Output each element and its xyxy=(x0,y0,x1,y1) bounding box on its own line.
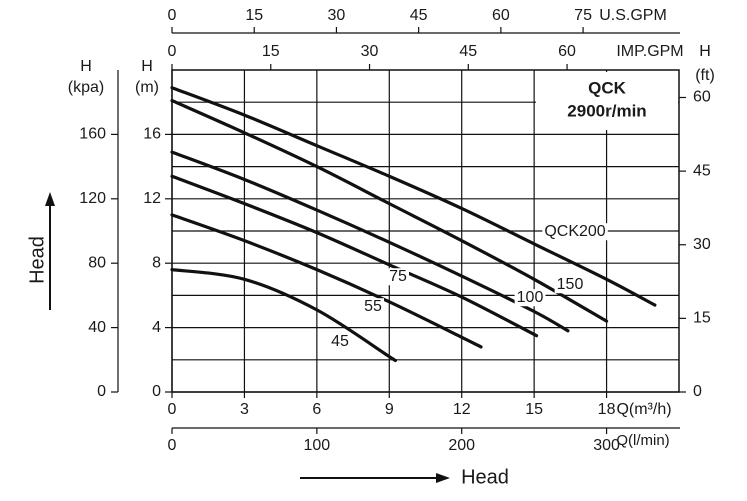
bottom-tick-label: 0 xyxy=(168,437,177,454)
top-tick-label: 75 xyxy=(574,7,592,24)
left-tick-label: 160 xyxy=(79,126,106,143)
left-arrow-head xyxy=(45,192,55,206)
y-label-symbol: H xyxy=(141,58,153,75)
axis-label-symbol: H xyxy=(80,58,92,75)
curve xyxy=(170,213,483,349)
y-tick-label: 8 xyxy=(152,254,161,271)
y-tick-label: 0 xyxy=(152,383,161,400)
y2-label-symbol: H xyxy=(699,43,711,60)
x-tick-label: 9 xyxy=(385,401,394,418)
x-tick-label: 3 xyxy=(240,401,249,418)
series-label: 75 xyxy=(389,268,407,285)
left-tick-label: 120 xyxy=(79,190,106,207)
series-label-bg xyxy=(387,268,409,286)
y-tick-label: 16 xyxy=(143,126,161,143)
x-tick-label: 6 xyxy=(312,401,321,418)
curve xyxy=(170,98,609,323)
left-arrow-label: Head xyxy=(26,236,48,284)
curve xyxy=(170,174,539,338)
y-tick-label: 12 xyxy=(143,190,161,207)
x-tick-label: 12 xyxy=(453,401,471,418)
top-tick-label: 15 xyxy=(262,43,280,60)
axis-label: IMP.GPM xyxy=(616,43,683,60)
bottom-tick-label: 200 xyxy=(448,437,475,454)
top-tick-label: 45 xyxy=(410,7,428,24)
axis-label-unit: (kpa) xyxy=(68,79,104,96)
left-tick-label: 0 xyxy=(97,383,106,400)
left-tick-label: 80 xyxy=(88,254,106,271)
y2-label-unit: (ft) xyxy=(695,67,715,84)
series-label: 55 xyxy=(364,298,382,315)
y2-tick-label: 15 xyxy=(693,310,711,327)
top-tick-label: 0 xyxy=(168,7,177,24)
x-tick-label: 15 xyxy=(525,401,543,418)
top-tick-label: 15 xyxy=(245,7,263,24)
series-label: 45 xyxy=(331,333,349,350)
series-label: QCK200 xyxy=(544,223,605,240)
curve xyxy=(170,268,398,363)
chart-subtitle: 2900r/min xyxy=(567,101,646,120)
chart-title: QCK xyxy=(588,78,627,97)
bottom-arrow-label: Head xyxy=(461,466,509,488)
y2-tick-label: 45 xyxy=(693,162,711,179)
y2-tick-label: 30 xyxy=(693,236,711,253)
x-tick-label: 0 xyxy=(168,401,177,418)
y2-tick-label: 60 xyxy=(693,89,711,106)
axis-label: Q(l/min) xyxy=(616,432,669,449)
series-label-bg xyxy=(554,276,586,294)
bottom-arrow-head xyxy=(436,473,450,483)
top-tick-label: 60 xyxy=(492,7,510,24)
bottom-tick-label: 300 xyxy=(593,437,620,454)
x-tick-label: 18 xyxy=(598,401,616,418)
left-tick-label: 40 xyxy=(88,319,106,336)
series-label: 100 xyxy=(517,289,544,306)
series-label-bg xyxy=(362,298,384,316)
title-box xyxy=(536,72,678,130)
marks: QCK200 150 100 75 55 45 xyxy=(170,86,657,363)
top-tick-label: 0 xyxy=(168,43,177,60)
y-tick-label: 4 xyxy=(152,319,161,336)
curve xyxy=(170,86,657,307)
series-label-bg xyxy=(514,289,546,307)
bottom-tick-label: 100 xyxy=(304,437,331,454)
curve xyxy=(170,150,570,333)
top-tick-label: 45 xyxy=(459,43,477,60)
plot-frame xyxy=(171,69,680,393)
top-tick-label: 30 xyxy=(328,7,346,24)
series-label-bg xyxy=(329,333,351,351)
top-tick-label: 60 xyxy=(558,43,576,60)
series-label: 150 xyxy=(557,276,584,293)
top-tick-label: 30 xyxy=(361,43,379,60)
y2-tick-label: 0 xyxy=(693,383,702,400)
x-label: Q(m³/h) xyxy=(616,401,671,418)
y-label-unit: (m) xyxy=(135,79,159,96)
axis-label: U.S.GPM xyxy=(599,7,667,24)
series-label-bg xyxy=(542,223,608,241)
